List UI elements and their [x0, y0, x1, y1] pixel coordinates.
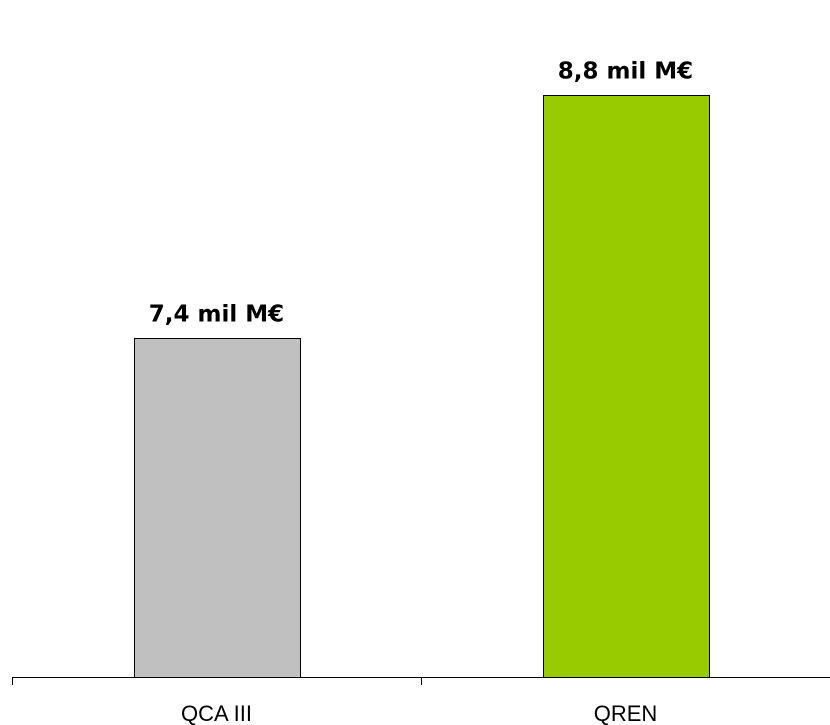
- x-tick-label: QCA III: [181, 701, 252, 725]
- data-labels-group: 7,4 mil M€ 8,8 mil M€: [149, 58, 693, 327]
- x-axis: QCA III QREN: [12, 677, 830, 725]
- data-label: 8,8 mil M€: [558, 58, 693, 84]
- bars-group: [134, 95, 710, 678]
- data-label: 7,4 mil M€: [149, 301, 284, 327]
- bar-qca-iii: [134, 338, 301, 678]
- bar-qren: [543, 95, 710, 678]
- x-tick-label: QREN: [594, 701, 658, 725]
